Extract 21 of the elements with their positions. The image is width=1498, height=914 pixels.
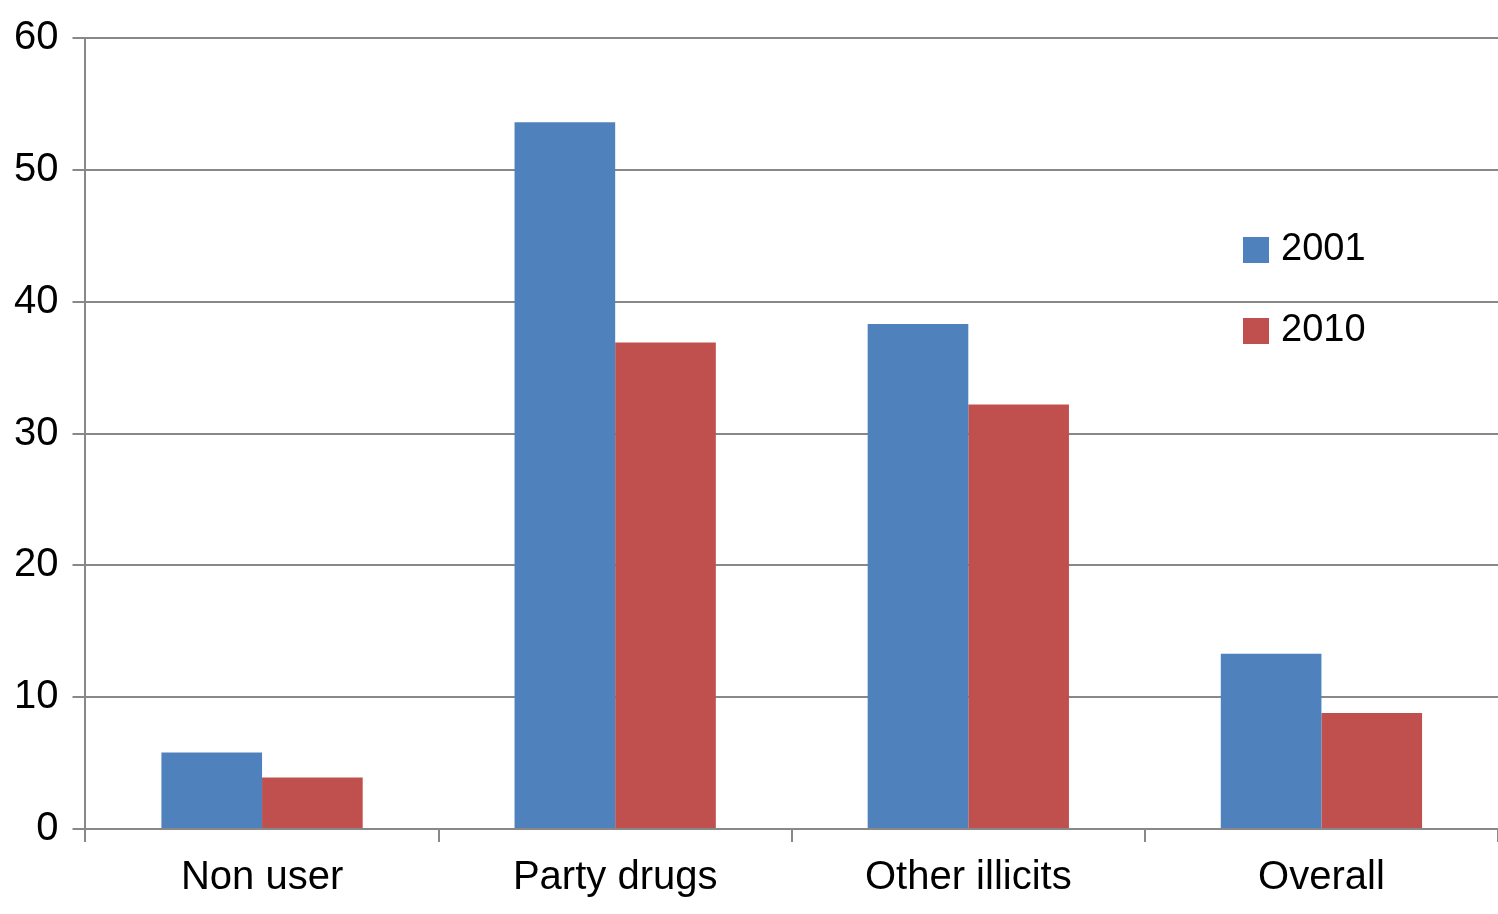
legend-label: 2001: [1281, 226, 1366, 269]
x-tick-label: Party drugs: [512, 853, 718, 898]
y-tick-label: 20: [13, 540, 59, 585]
x-tick-label: Non user: [180, 853, 344, 898]
bar: [968, 404, 1069, 828]
y-tick-label: 10: [13, 672, 59, 717]
y-tick-label: 0: [36, 804, 59, 849]
x-tick-label: Other illicits: [864, 853, 1072, 898]
x-tick-label: Overall: [1258, 853, 1385, 898]
y-tick-label: 30: [13, 408, 59, 453]
bar: [1220, 653, 1322, 828]
y-tick-label: 40: [13, 276, 59, 321]
bar: [262, 777, 363, 828]
legend-label: 2010: [1281, 307, 1366, 350]
bar: [615, 342, 716, 828]
y-tick-label: 50: [13, 144, 59, 189]
y-tick-label: 60: [13, 13, 59, 58]
bar: [867, 324, 969, 828]
bar: [1321, 712, 1423, 828]
bar: [161, 752, 263, 828]
bar: [514, 122, 616, 828]
